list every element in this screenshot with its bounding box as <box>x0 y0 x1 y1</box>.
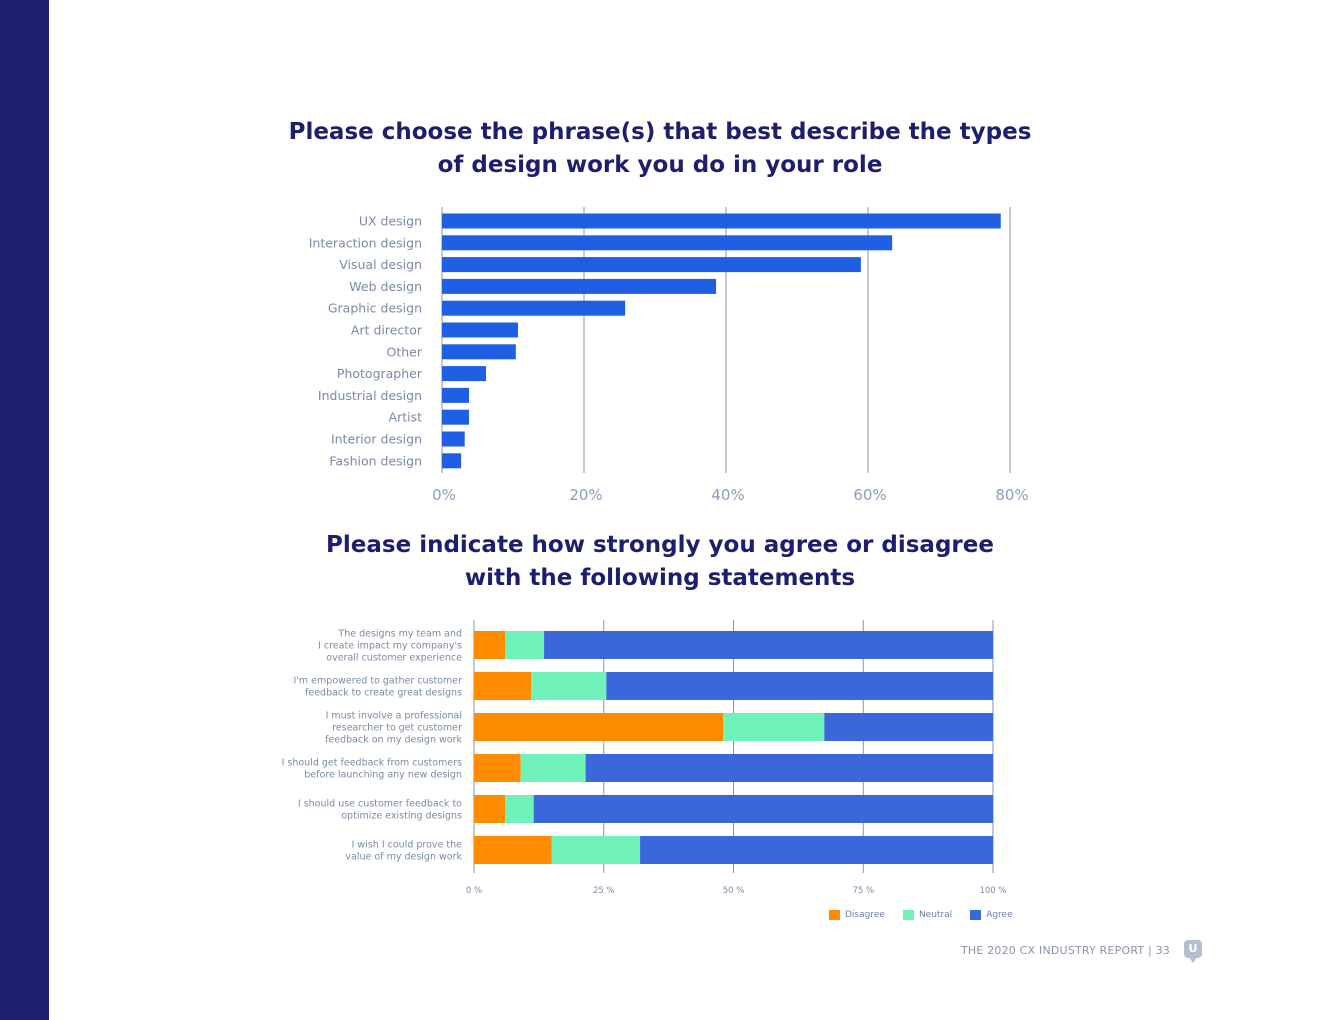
chart2-title-line: with the following statements <box>464 565 856 591</box>
chart1-bar <box>442 409 469 425</box>
chart2-statement-line: I wish I could prove the <box>352 840 463 851</box>
chart1-bar <box>442 300 626 316</box>
chart2-title-line: Please indicate how strongly you agree o… <box>326 532 994 558</box>
chart2-title: Please indicate how strongly you agree o… <box>0 529 1320 595</box>
chart2-x-tick-label: 50 % <box>723 886 745 896</box>
chart2-legend: Disagree Neutral Agree <box>829 910 1013 920</box>
legend-label-agree: Agree <box>986 910 1013 920</box>
legend-swatch-agree <box>970 910 982 920</box>
chart1-category-label: Fashion design <box>329 453 422 468</box>
chart1-category-label: Visual design <box>339 257 422 272</box>
chart1-category-label: Graphic design <box>328 301 422 316</box>
chart1-x-tick-label: 0% <box>432 486 456 504</box>
chart2-bar-agree <box>824 713 993 741</box>
chart2-statement-line: I should use customer feedback to <box>298 799 462 810</box>
chart2-x-tick-label: 75 % <box>852 886 874 896</box>
chart1-bar <box>442 257 861 273</box>
chart2-statement-line: researcher to get customer <box>332 723 462 734</box>
chart1-bar <box>442 278 717 294</box>
chart1-bar <box>442 322 518 338</box>
chart2-x-tick-label: 25 % <box>593 886 615 896</box>
chart2-bar-disagree <box>474 795 506 823</box>
chart2-bar-neutral <box>520 754 586 782</box>
chart2-bar-neutral <box>505 795 534 823</box>
chart2-statement-line: before launching any new design <box>304 769 462 780</box>
chart2-bar-neutral <box>551 836 641 864</box>
chart1-category-label: Other <box>387 344 423 359</box>
brand-logo-icon: U <box>1184 940 1202 963</box>
chart2-statement-line: I'm empowered to gather customer <box>294 676 463 687</box>
chart2-bar-neutral <box>723 713 825 741</box>
chart2-x-tick-label: 0 % <box>466 886 482 896</box>
legend-label-neutral: Neutral <box>918 910 953 920</box>
chart2-statement-label: I must involve a professional researcher … <box>325 711 462 746</box>
chart1-title-line: Please choose the phrase(s) that best de… <box>288 119 1032 145</box>
legend-item-agree: Agree <box>970 910 1013 920</box>
chart2-bar-disagree <box>474 631 506 659</box>
chart1-bar <box>442 344 516 360</box>
chart1-title-line: of design work you do in your role <box>437 152 883 178</box>
chart1-x-tick-label: 80% <box>995 486 1028 504</box>
chart1-bar <box>442 431 465 447</box>
chart2-statement-label: I'm empowered to gather customer feedback… <box>294 676 463 699</box>
chart2-bar-agree <box>640 836 993 864</box>
chart1-bar <box>442 366 487 382</box>
legend-label-disagree: Disagree <box>845 910 885 920</box>
chart2-statement-line: The designs my team and <box>337 629 462 640</box>
chart2-bar-neutral <box>531 672 607 700</box>
chart1-category-label: Interior design <box>331 432 422 447</box>
chart2-bar-agree <box>606 672 993 700</box>
chart2-bar-disagree <box>474 713 724 741</box>
legend-item-neutral: Neutral <box>902 910 953 920</box>
chart2-statement-line: I should get feedback from customers <box>282 758 462 769</box>
design-work-bar-chart: 0% 20% 40% 60% 80% UX design Interaction desig… <box>309 207 1029 504</box>
chart2-statement-label: The designs my team and I create impact m… <box>318 629 462 664</box>
chart2-bar-agree <box>533 795 993 823</box>
chart2-statement-label: I should use customer feedback to optimiz… <box>298 799 462 822</box>
chart1-category-label: UX design <box>359 214 422 229</box>
footer-report-title: THE 2020 CX INDUSTRY REPORT | 33 <box>960 944 1170 957</box>
chart1-bar <box>442 213 1001 229</box>
chart1-category-label: Web design <box>349 279 422 294</box>
legend-item-disagree: Disagree <box>829 910 885 920</box>
chart1-category-label: Artist <box>389 410 423 425</box>
chart1-x-tick-label: 60% <box>853 486 886 504</box>
chart2-statement-line: feedback to create great designs <box>305 687 462 698</box>
chart2-bar-disagree <box>474 672 532 700</box>
chart1-category-label: Photographer <box>337 366 423 381</box>
chart2-statement-line: feedback on my design work <box>325 734 462 745</box>
legend-swatch-disagree <box>829 910 840 920</box>
chart2-bar-disagree <box>474 754 521 782</box>
sidebar-band <box>0 0 49 1020</box>
chart2-bar-agree <box>585 754 993 782</box>
chart2-statement-label: I wish I could prove the value of my desi… <box>345 840 462 863</box>
chart2-statement-line: I must involve a professional <box>326 711 462 722</box>
chart1-bar <box>442 235 893 251</box>
chart2-statement-line: overall customer experience <box>326 652 462 663</box>
chart2-bar-neutral <box>505 631 545 659</box>
legend-swatch-neutral <box>902 910 914 920</box>
chart2-statement-line: I create impact my company's <box>318 641 462 652</box>
chart2-x-tick-label: 100 % <box>979 886 1006 896</box>
chart1-category-label: Industrial design <box>318 388 422 403</box>
chart1-bar <box>442 453 462 469</box>
chart2-statement-line: optimize existing designs <box>341 810 462 821</box>
chart1-x-tick-label: 40% <box>711 486 744 504</box>
chart2-statement-line: value of my design work <box>345 851 462 862</box>
chart2-bar-disagree <box>474 836 552 864</box>
chart1-category-label: Art director <box>351 323 423 338</box>
agreement-stacked-bar-chart: 0 % 25 % 50 % 75 % 100 % The designs my team … <box>282 620 1007 896</box>
chart1-x-tick-label: 20% <box>569 486 602 504</box>
chart2-statement-label: I should get feedback from customers befo… <box>282 758 462 781</box>
chart1-category-label: Interaction design <box>309 235 422 250</box>
chart1-title: Please choose the phrase(s) that best de… <box>0 116 1320 182</box>
chart1-bar <box>442 387 469 403</box>
brand-logo-letter: U <box>1188 942 1198 955</box>
chart2-bar-agree <box>544 631 993 659</box>
